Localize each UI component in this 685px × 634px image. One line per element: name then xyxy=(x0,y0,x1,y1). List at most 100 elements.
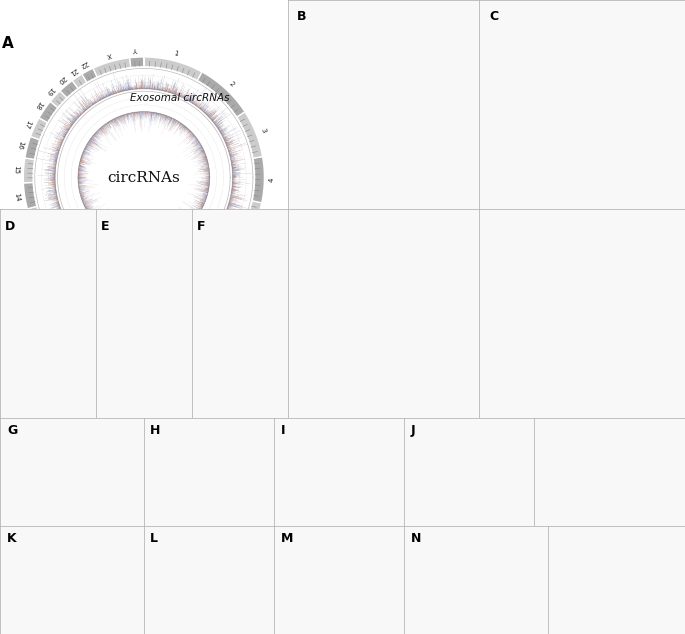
Polygon shape xyxy=(206,189,209,190)
Polygon shape xyxy=(86,145,93,149)
Polygon shape xyxy=(109,122,110,124)
Polygon shape xyxy=(230,157,234,158)
Polygon shape xyxy=(186,222,190,225)
Polygon shape xyxy=(112,230,114,235)
Polygon shape xyxy=(174,230,177,235)
Polygon shape xyxy=(66,132,67,133)
Polygon shape xyxy=(203,244,208,250)
Polygon shape xyxy=(103,125,105,127)
Polygon shape xyxy=(187,150,203,157)
Polygon shape xyxy=(123,235,125,240)
Polygon shape xyxy=(206,112,208,114)
Polygon shape xyxy=(166,236,168,239)
Polygon shape xyxy=(53,150,59,152)
Polygon shape xyxy=(219,226,226,230)
Polygon shape xyxy=(192,218,194,220)
Polygon shape xyxy=(58,223,68,229)
Polygon shape xyxy=(201,101,208,109)
Polygon shape xyxy=(59,209,61,210)
Polygon shape xyxy=(201,200,206,202)
Polygon shape xyxy=(88,249,91,252)
Polygon shape xyxy=(82,154,85,155)
Polygon shape xyxy=(88,143,91,146)
Polygon shape xyxy=(213,233,216,235)
Polygon shape xyxy=(24,183,36,209)
Polygon shape xyxy=(197,164,208,167)
Polygon shape xyxy=(69,114,77,120)
Polygon shape xyxy=(221,132,222,133)
Polygon shape xyxy=(135,80,136,89)
Polygon shape xyxy=(95,100,96,103)
Polygon shape xyxy=(197,208,201,210)
Polygon shape xyxy=(90,139,93,141)
Polygon shape xyxy=(60,127,68,132)
Polygon shape xyxy=(127,114,128,120)
Polygon shape xyxy=(197,249,199,250)
Polygon shape xyxy=(105,258,106,259)
Polygon shape xyxy=(181,230,182,231)
Polygon shape xyxy=(129,85,131,90)
Polygon shape xyxy=(215,119,223,125)
Polygon shape xyxy=(174,231,176,235)
Polygon shape xyxy=(69,230,72,231)
Polygon shape xyxy=(159,80,161,90)
Polygon shape xyxy=(72,118,75,121)
Polygon shape xyxy=(53,204,60,206)
Polygon shape xyxy=(82,248,90,257)
Polygon shape xyxy=(199,182,210,183)
Polygon shape xyxy=(114,119,115,120)
Polygon shape xyxy=(80,162,89,164)
Polygon shape xyxy=(105,228,108,231)
Polygon shape xyxy=(201,149,203,151)
Polygon shape xyxy=(76,237,78,239)
Polygon shape xyxy=(81,196,84,197)
Polygon shape xyxy=(223,217,227,219)
Polygon shape xyxy=(225,139,234,143)
Polygon shape xyxy=(221,129,227,133)
Polygon shape xyxy=(168,117,170,121)
Polygon shape xyxy=(95,254,98,259)
Polygon shape xyxy=(189,99,190,101)
Polygon shape xyxy=(184,127,186,130)
Polygon shape xyxy=(212,121,214,122)
Polygon shape xyxy=(192,215,196,218)
Polygon shape xyxy=(177,122,179,126)
Polygon shape xyxy=(201,150,203,151)
Polygon shape xyxy=(70,122,73,125)
Polygon shape xyxy=(178,231,179,233)
Polygon shape xyxy=(190,209,199,214)
Text: I: I xyxy=(281,424,285,437)
Polygon shape xyxy=(88,211,91,213)
Polygon shape xyxy=(227,147,231,148)
Polygon shape xyxy=(188,131,190,133)
Polygon shape xyxy=(223,219,225,220)
Polygon shape xyxy=(203,197,206,198)
Polygon shape xyxy=(115,262,116,264)
Polygon shape xyxy=(150,266,151,276)
Polygon shape xyxy=(159,113,160,117)
Polygon shape xyxy=(93,97,97,103)
Polygon shape xyxy=(199,181,210,182)
Polygon shape xyxy=(190,222,191,223)
Polygon shape xyxy=(202,244,216,260)
Polygon shape xyxy=(171,89,172,93)
Polygon shape xyxy=(211,235,217,240)
Polygon shape xyxy=(222,128,238,136)
Polygon shape xyxy=(97,131,101,135)
Polygon shape xyxy=(55,217,65,223)
Polygon shape xyxy=(216,229,219,231)
Polygon shape xyxy=(136,266,138,277)
Polygon shape xyxy=(212,119,214,120)
Polygon shape xyxy=(232,182,251,183)
Polygon shape xyxy=(121,89,122,92)
Polygon shape xyxy=(160,265,161,269)
Polygon shape xyxy=(229,153,232,154)
Polygon shape xyxy=(63,134,66,135)
Polygon shape xyxy=(229,150,234,152)
Polygon shape xyxy=(201,167,209,168)
Polygon shape xyxy=(167,117,171,126)
Polygon shape xyxy=(88,142,97,148)
Polygon shape xyxy=(89,141,91,143)
Polygon shape xyxy=(166,86,168,92)
Polygon shape xyxy=(76,116,78,118)
